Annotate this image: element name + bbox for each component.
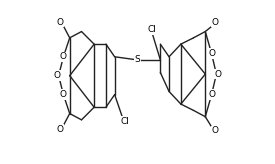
Text: Cl: Cl [121, 117, 130, 126]
Text: O: O [57, 125, 64, 134]
Text: O: O [57, 18, 64, 27]
Text: O: O [208, 49, 215, 58]
Text: O: O [60, 52, 67, 61]
Text: O: O [214, 70, 221, 79]
Text: Cl: Cl [147, 25, 156, 34]
Text: O: O [211, 126, 218, 135]
Text: O: O [211, 18, 218, 27]
Text: S: S [135, 55, 140, 64]
Text: O: O [54, 71, 61, 80]
Text: O: O [208, 90, 215, 99]
Text: O: O [60, 90, 67, 99]
